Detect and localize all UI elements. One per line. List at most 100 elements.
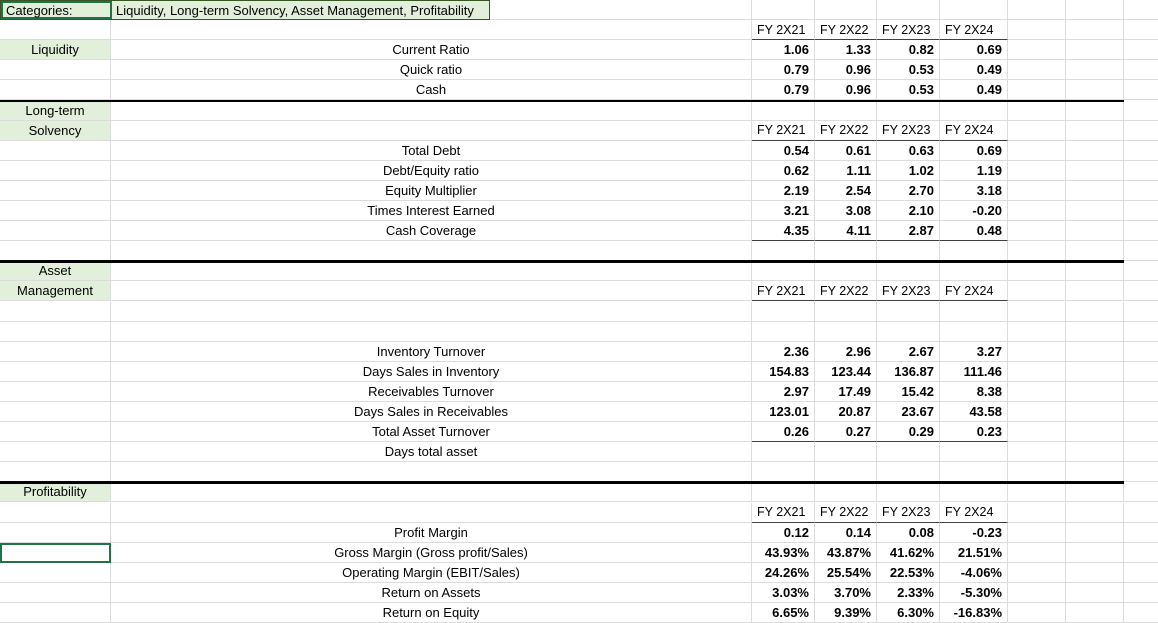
cell-H20[interactable] [1066,381,1124,402]
cell-H25[interactable] [1066,482,1124,503]
cell-I16[interactable] [1124,302,1158,322]
cell-A4[interactable] [0,60,111,81]
metric-value[interactable]: 0.27 [815,422,877,443]
fy-header-label[interactable]: FY 2X24 [940,120,1008,141]
cell-A20[interactable] [0,381,111,402]
metric-value[interactable]: -5.30% [940,582,1008,603]
cell-E24[interactable] [877,462,940,483]
cell-G28[interactable] [1008,542,1066,563]
metric-value[interactable]: 0.14 [815,522,877,543]
cell-G26[interactable] [1008,502,1066,523]
cell-G23[interactable] [1008,442,1066,463]
metric-name[interactable]: Times Interest Earned [111,201,752,222]
cell-D25[interactable] [815,482,877,503]
cell-A29[interactable] [0,562,111,583]
metric-value[interactable]: 3.18 [940,180,1008,201]
metric-value[interactable]: 41.62% [877,542,940,563]
cell-H22[interactable] [1066,422,1124,443]
metric-value[interactable]: 25.54% [815,562,877,583]
cell-C1[interactable] [752,0,815,21]
cell-H3[interactable] [1066,40,1124,61]
cell-I20[interactable] [1124,382,1158,402]
fy-header-label[interactable]: FY 2X23 [877,20,940,41]
metric-name[interactable]: Return on Equity [111,603,752,623]
section-label[interactable]: Solvency [0,120,111,141]
cell-F24[interactable] [940,462,1008,483]
metric-value[interactable]: 0.63 [877,140,940,161]
cell-H4[interactable] [1066,60,1124,81]
cell-G1[interactable] [1008,0,1066,21]
metric-value[interactable]: 0.69 [940,40,1008,61]
cell-G3[interactable] [1008,40,1066,61]
cell-I30[interactable] [1124,583,1158,603]
metric-value[interactable]: 2.54 [815,180,877,201]
fy-header-label[interactable]: FY 2X23 [877,502,940,523]
cell-B6[interactable] [111,100,752,121]
metric-value[interactable]: 1.19 [940,160,1008,181]
metric-value[interactable]: 6.65% [752,603,815,623]
cell-C6[interactable] [752,100,815,121]
metric-name[interactable]: Debt/Equity ratio [111,160,752,181]
cell-A27[interactable] [0,522,111,543]
cell-G31[interactable] [1008,603,1066,623]
metric-value[interactable]: 15.42 [877,381,940,402]
metric-value[interactable]: 0.69 [940,140,1008,161]
cell-G17[interactable] [1008,321,1066,342]
cell-H17[interactable] [1066,321,1124,342]
metric-value[interactable]: 43.87% [815,542,877,563]
metric-value[interactable]: 2.70 [877,180,940,201]
cell-H10[interactable] [1066,180,1124,201]
cell-H13[interactable] [1066,241,1124,262]
metric-value[interactable]: 1.33 [815,40,877,61]
cell-G24[interactable] [1008,462,1066,483]
cell-D1[interactable] [815,0,877,21]
metric-value[interactable]: 0.08 [877,522,940,543]
metric-value[interactable]: 123.44 [815,361,877,382]
cell-H24[interactable] [1066,462,1124,483]
metric-value[interactable]: 0.29 [877,422,940,443]
cell-I8[interactable] [1124,141,1158,161]
fy-header-label[interactable]: FY 2X24 [940,20,1008,41]
cell-G7[interactable] [1008,120,1066,141]
metric-name[interactable]: Total Asset Turnover [111,422,752,443]
cell-C16[interactable] [752,301,815,322]
cell-B26[interactable] [111,502,752,523]
cell-A18[interactable] [0,341,111,362]
cell-C25[interactable] [752,482,815,503]
cell-I3[interactable] [1124,40,1158,61]
cell-C17[interactable] [752,321,815,342]
cell-F6[interactable] [940,100,1008,121]
metric-value[interactable]: 1.02 [877,160,940,181]
metric-value[interactable]: 154.83 [752,361,815,382]
cell-I19[interactable] [1124,362,1158,382]
cell-I29[interactable] [1124,563,1158,583]
metric-value[interactable]: 0.53 [877,80,940,101]
cell-I22[interactable] [1124,422,1158,443]
cell-I28[interactable] [1124,543,1158,563]
fy-header-label[interactable]: FY 2X22 [815,502,877,523]
cell-B13[interactable] [111,241,752,262]
metric-name[interactable]: Quick ratio [111,60,752,81]
metric-value[interactable]: 24.26% [752,562,815,583]
cell-A26[interactable] [0,502,111,523]
metric-name[interactable]: Total Debt [111,140,752,161]
metric-value[interactable]: 8.38 [940,381,1008,402]
cell-H9[interactable] [1066,160,1124,181]
cell-B15[interactable] [111,281,752,302]
cell-B7[interactable] [111,120,752,141]
metric-value[interactable]: 9.39% [815,603,877,623]
cell-H2[interactable] [1066,20,1124,41]
cell-G11[interactable] [1008,201,1066,222]
cell-I17[interactable] [1124,322,1158,342]
cell-H23[interactable] [1066,442,1124,463]
section-label[interactable]: Asset [0,261,111,282]
cell-I23[interactable] [1124,442,1158,463]
metric-value[interactable]: 6.30% [877,603,940,623]
fy-header-label[interactable]: FY 2X21 [752,20,815,41]
cell-I18[interactable] [1124,342,1158,362]
cell-G19[interactable] [1008,361,1066,382]
metric-value[interactable]: 0.96 [815,60,877,81]
cell-G4[interactable] [1008,60,1066,81]
cell-A2[interactable] [0,20,111,41]
cell-G13[interactable] [1008,241,1066,262]
